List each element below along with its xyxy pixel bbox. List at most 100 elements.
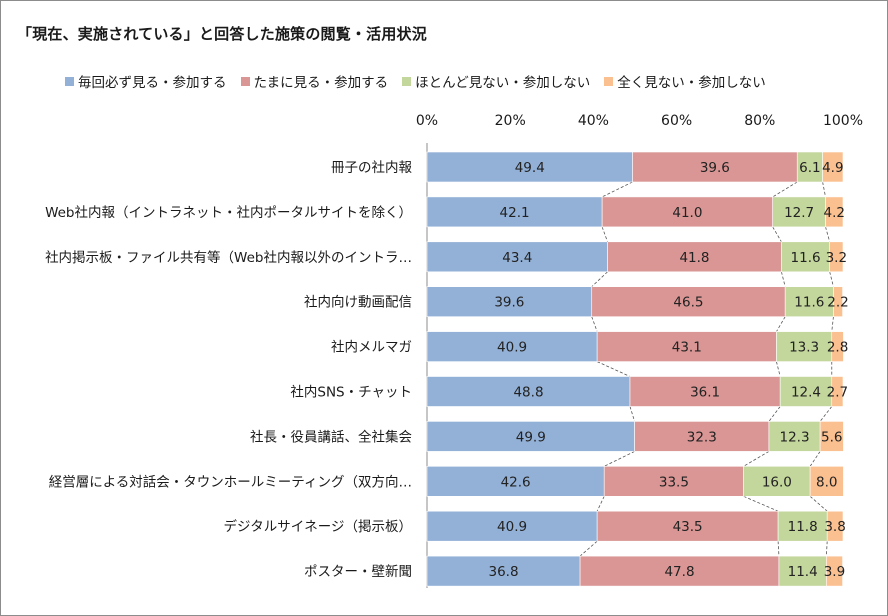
data-label-series-3: 11.6 — [791, 250, 821, 266]
bar-segment-series-1 — [426, 331, 598, 362]
legend-item-series-2: たまに見る・参加する — [240, 71, 389, 91]
legend-label-series-3: ほとんど見ない・参加しない — [415, 75, 591, 91]
series-connector-line — [591, 271, 608, 287]
bar-segment-series-3 — [768, 421, 821, 452]
series-connector-line — [781, 271, 786, 287]
bar-segment-series-4 — [822, 151, 844, 183]
bar-segment-series-1 — [426, 241, 608, 273]
bar-segment-series-2 — [596, 510, 779, 542]
category-label: Web社内報（イントラネット・社内ポータルサイトを除く） — [45, 205, 412, 221]
data-label-series-3: 13.3 — [789, 340, 819, 356]
x-tick-label: 0% — [416, 113, 438, 129]
data-label-series-2: 46.5 — [673, 295, 703, 311]
series-connector-line — [829, 271, 834, 287]
bar-segment-series-4 — [809, 465, 844, 497]
series-connector-line — [822, 181, 826, 197]
series-connector-line — [743, 495, 779, 512]
series-connector-line — [772, 226, 782, 243]
series-connector-line — [831, 316, 834, 332]
data-label-series-2: 41.8 — [679, 250, 709, 266]
bar-segment-series-2 — [591, 286, 786, 318]
legend-item-series-3: ほとんど見ない・参加しない — [402, 71, 590, 91]
x-tick-label: 80% — [744, 113, 775, 129]
bar-segment-series-1 — [426, 151, 633, 183]
data-label-series-2: 33.5 — [659, 474, 689, 490]
category-label: 社内SNS・チャット — [290, 385, 412, 401]
bar-segment-series-1 — [426, 286, 593, 318]
bar-segment-series-4 — [831, 331, 844, 362]
data-label-series-1: 36.8 — [489, 564, 519, 580]
series-connector-line — [596, 361, 631, 377]
category-label: デジタルサイネージ（掲示板） — [224, 518, 412, 535]
bar-segment-series-2 — [632, 151, 798, 183]
data-label-series-4: 3.2 — [826, 250, 847, 266]
data-label-series-4: 3.8 — [824, 519, 845, 535]
data-label-series-2: 43.5 — [673, 519, 703, 535]
data-label-series-2: 36.1 — [690, 385, 720, 401]
series-connector-line — [809, 451, 821, 467]
series-connector-line — [772, 181, 798, 198]
category-label: 社内掲示板・ファイル共有等（Web社内報以外のイントラ… — [45, 249, 412, 266]
bar-segment-series-1 — [426, 555, 581, 587]
chart-title: 「現在、実施されている」と回答した施策の閲覧・活用状況 — [17, 25, 427, 43]
data-label-series-1: 42.6 — [501, 474, 531, 490]
bar-segment-series-2 — [603, 465, 744, 497]
legend-label-series-1: 毎回必ず見る・参加する — [78, 75, 227, 91]
data-label-series-3: 11.6 — [794, 295, 824, 311]
bar-segment-series-2 — [634, 421, 770, 452]
data-label-series-4: 4.9 — [822, 160, 843, 176]
series-connector-line — [776, 361, 781, 377]
bar-segment-series-1 — [426, 510, 598, 542]
bar-segment-series-3 — [779, 376, 833, 407]
legend-label-series-4: 全く見ない・参加しない — [617, 75, 766, 91]
series-connector-line — [596, 496, 605, 512]
bar-segment-series-1 — [426, 465, 605, 497]
bar-segment-series-4 — [829, 241, 844, 273]
data-label-series-4: 2.8 — [827, 340, 848, 356]
legend-item-series-4: 全く見ない・参加しない — [604, 71, 766, 91]
legend-item-series-1: 毎回必ず見る・参加する — [65, 71, 227, 91]
series-connector-line — [768, 406, 781, 422]
data-label-series-2: 41.0 — [672, 205, 702, 221]
bar-segment-series-4 — [826, 510, 844, 542]
category-label: 経営層による対話会・タウンホールミーティング（双方向… — [49, 473, 412, 490]
bar-segment-series-3 — [796, 151, 823, 183]
legend-label-series-2: たまに見る・参加する — [253, 75, 389, 91]
data-label-series-4: 5.6 — [821, 429, 842, 445]
x-tick-label: 40% — [578, 113, 609, 129]
legend-swatch-series-2 — [240, 76, 250, 86]
data-label-series-2: 47.8 — [664, 564, 694, 580]
category-label: 社内メルマガ — [331, 340, 412, 356]
data-label-series-1: 48.8 — [513, 385, 543, 401]
data-label-series-4: 2.7 — [827, 385, 848, 401]
legend: 毎回必ず見る・参加する たまに見る・参加する ほとんど見ない・参加しない 全く見… — [65, 71, 766, 91]
bar-segment-series-1 — [426, 421, 635, 452]
data-label-series-1: 40.9 — [497, 340, 527, 356]
bar-segment-series-2 — [629, 376, 781, 407]
category-label: 社内向け動画配信 — [304, 295, 412, 311]
series-connector-line — [591, 316, 598, 332]
data-label-series-1: 43.4 — [502, 250, 532, 266]
series-connector-line — [629, 406, 635, 422]
bar-segment-series-2 — [596, 331, 777, 362]
x-tick-label: 60% — [661, 113, 692, 129]
bar-segment-series-2 — [607, 241, 782, 273]
series-connector-line — [809, 495, 828, 512]
data-label-series-4: 2.2 — [827, 295, 848, 311]
x-tick-label: 100% — [823, 113, 863, 129]
data-label-series-3: 12.4 — [791, 385, 821, 401]
data-label-series-3: 11.4 — [788, 564, 818, 580]
data-label-series-3: 11.8 — [788, 519, 818, 535]
bar-segment-series-4 — [819, 421, 844, 452]
bar-segment-series-4 — [826, 555, 843, 587]
data-label-series-2: 43.1 — [672, 340, 702, 356]
series-connector-line — [825, 541, 828, 557]
series-connector-line — [601, 226, 608, 242]
bar-segment-series-3 — [743, 465, 811, 497]
bar-segment-series-4 — [831, 376, 844, 407]
data-label-series-2: 32.3 — [687, 429, 717, 445]
data-label-series-4: 8.0 — [816, 474, 837, 490]
bar-segment-series-2 — [601, 196, 773, 228]
category-label: ポスター・壁新聞 — [304, 564, 412, 580]
